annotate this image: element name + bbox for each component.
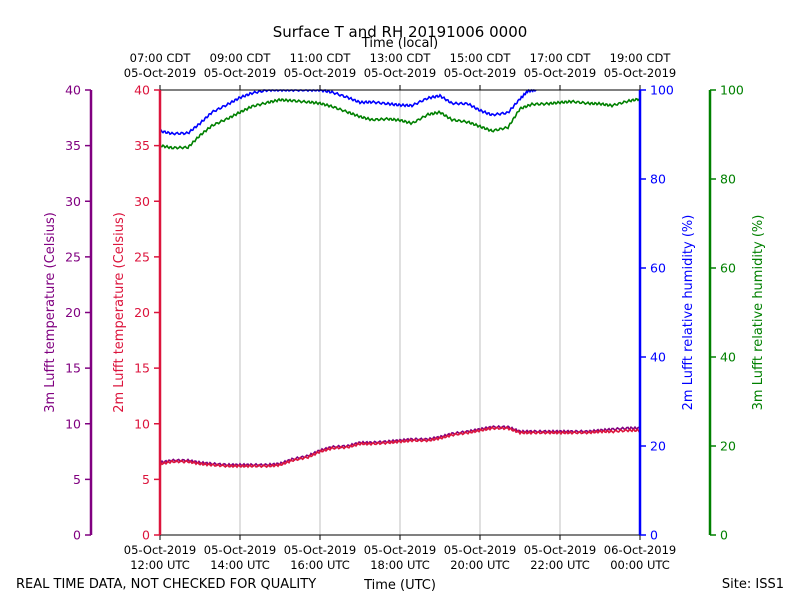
bottom-tick-time: 00:00 UTC [610,558,670,572]
y-tick-label-rh2: 100 [650,83,674,98]
bottom-tick-date: 05-Oct-2019 [284,543,356,557]
bottom-tick-date: 05-Oct-2019 [444,543,516,557]
y-tick-label-t2: 40 [134,83,150,98]
y-tick-label-rh2: 60 [650,261,666,276]
y-tick-label-t3: 30 [65,194,81,209]
top-tick-time: 11:00 CDT [290,51,352,65]
y-tick-label-t2: 5 [142,472,150,487]
y-tick-label-rh2: 80 [650,172,666,187]
bottom-tick-date: 05-Oct-2019 [124,543,196,557]
top-tick-date: 05-Oct-2019 [604,66,676,80]
y-tick-label-t2: 0 [142,528,150,543]
bottom-tick-time: 16:00 UTC [290,558,350,572]
y-tick-label-rh3: 60 [720,261,736,276]
top-tick-time: 19:00 CDT [610,51,672,65]
y-tick-label-t2: 35 [134,138,150,153]
series-line-t2 [159,425,641,469]
series-line-t3 [159,424,641,468]
y-tick-label-t2: 20 [134,305,150,320]
top-tick-date: 05-Oct-2019 [364,66,436,80]
bottom-tick-date: 05-Oct-2019 [524,543,596,557]
bottom-tick-time: 14:00 UTC [210,558,270,572]
y-tick-label-rh3: 40 [720,350,736,365]
gridlines [239,90,561,535]
top-tick-date: 05-Oct-2019 [204,66,276,80]
y-tick-label-rh2: 20 [650,439,666,454]
series-line-rh3 [159,97,641,150]
top-tick-date: 05-Oct-2019 [124,66,196,80]
bottom-tick-date: 05-Oct-2019 [364,543,436,557]
bottom-tick-date: 06-Oct-2019 [604,543,676,557]
y-tick-label-t3: 5 [73,472,81,487]
bottom-tick-time: 20:00 UTC [450,558,510,572]
y-tick-label-rh2: 0 [650,528,658,543]
y-tick-label-t3: 15 [65,361,81,376]
top-tick-date: 05-Oct-2019 [284,66,356,80]
quality-footer: REAL TIME DATA, NOT CHECKED FOR QUALITY [16,577,316,592]
y-tick-label-t2: 15 [134,361,150,376]
y-tick-label-rh3: 100 [720,83,744,98]
y-tick-label-t3: 35 [65,138,81,153]
y-tick-label-rh3: 0 [720,528,728,543]
top-tick-time: 13:00 CDT [370,51,432,65]
y-tick-label-t3: 25 [65,249,81,264]
y-tick-label-rh3: 20 [720,439,736,454]
series-line-rh2 [159,88,537,136]
y-tick-label-t2: 10 [134,416,150,431]
top-tick-time: 09:00 CDT [210,51,272,65]
top-tick-time: 17:00 CDT [530,51,592,65]
top-tick-date: 05-Oct-2019 [444,66,516,80]
chart-title: Surface T and RH 20191006 0000 [273,23,528,41]
y-axis-label-t3: 3m Lufft temperature (Celsius) [43,212,58,413]
top-axis-title: Time (local) [361,36,438,51]
y-axis-label-rh3: 3m Lufft relative humidity (%) [751,215,766,411]
y-tick-label-t3: 0 [73,528,81,543]
bottom-tick-time: 18:00 UTC [370,558,430,572]
y-axis-label-t2: 2m Lufft temperature (Celsius) [112,212,127,413]
y-tick-label-rh3: 80 [720,172,736,187]
y-tick-label-t2: 25 [134,249,150,264]
y-tick-label-t3: 10 [65,416,81,431]
series-layer [159,88,641,469]
y-tick-label-t2: 30 [134,194,150,209]
y-axis-label-rh2: 2m Lufft relative humidity (%) [681,215,696,411]
bottom-tick-date: 05-Oct-2019 [204,543,276,557]
bottom-tick-time: 12:00 UTC [130,558,190,572]
y-tick-label-rh2: 40 [650,350,666,365]
x-axis-label: Time (UTC) [363,578,436,593]
y-tick-label-t3: 40 [65,83,81,98]
top-tick-time: 15:00 CDT [450,51,512,65]
site-label: Site: ISS1 [722,577,784,592]
top-tick-date: 05-Oct-2019 [524,66,596,80]
top-tick-time: 07:00 CDT [130,51,192,65]
bottom-tick-time: 22:00 UTC [530,558,590,572]
y-tick-label-t3: 20 [65,305,81,320]
